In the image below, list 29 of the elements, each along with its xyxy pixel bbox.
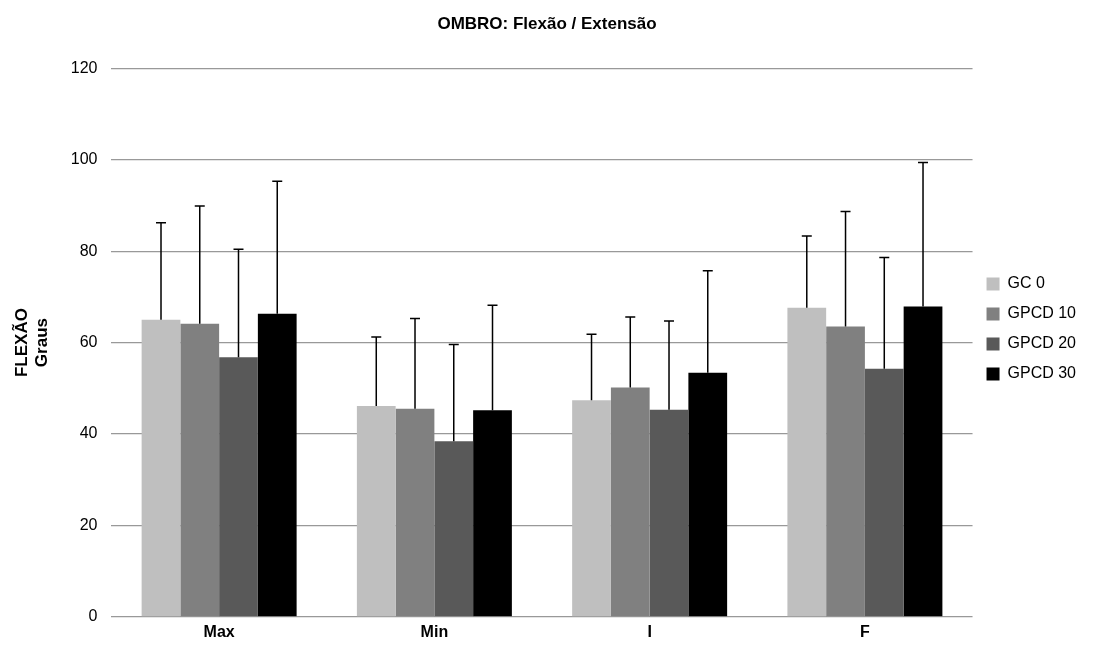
y-tick-label: 20 [79, 515, 98, 533]
y-tick-label: 100 [70, 150, 98, 168]
y-tick-label: 80 [79, 241, 98, 259]
bar [649, 409, 689, 617]
x-tick-label: F [860, 622, 871, 640]
bar [787, 307, 827, 617]
legend-label: GC 0 [1007, 274, 1045, 292]
bar [219, 357, 258, 617]
bar [572, 400, 611, 617]
x-tick-label: Max [203, 622, 235, 640]
x-tick-label: Min [420, 622, 449, 640]
legend-label: GPCD 10 [1007, 304, 1077, 322]
y-tick-label: 120 [70, 58, 98, 76]
bar [434, 441, 474, 617]
y-tick-label: 0 [88, 607, 98, 625]
y-tick-label: 40 [79, 424, 98, 442]
y-tick-label: 60 [79, 333, 98, 351]
bar [141, 319, 181, 617]
legend-label: GPCD 30 [1007, 364, 1077, 382]
bar [180, 323, 220, 617]
bar [356, 406, 396, 617]
bar [826, 326, 865, 617]
chart-title: OMBRO: Flexão / Extensão [437, 13, 657, 33]
legend-label: GPCD 20 [1007, 334, 1077, 352]
x-tick-label: I [647, 622, 652, 640]
bar [610, 387, 650, 617]
y-axis-title: FLEXÃO Graus [10, 308, 52, 378]
bar [864, 368, 904, 617]
bar [395, 408, 435, 617]
